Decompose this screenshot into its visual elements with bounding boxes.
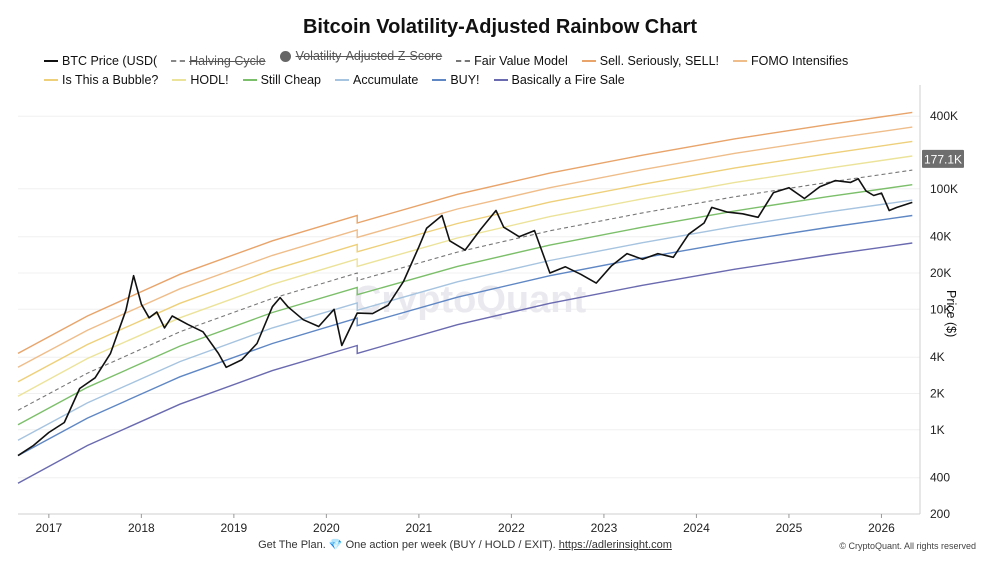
x-tick-label: 2017 bbox=[35, 521, 62, 535]
legend-item-halving-cycle[interactable]: Halving Cycle bbox=[171, 53, 266, 69]
legend-label: Still Cheap bbox=[260, 72, 322, 87]
y-tick-labels: 200 400 1K 2K 4K 10K 20K 40K 100K 400K bbox=[930, 109, 958, 521]
grid-lines bbox=[18, 115, 920, 515]
legend-swatch-icon bbox=[44, 59, 58, 62]
legend-item-buy[interactable]: BUY! bbox=[432, 72, 480, 88]
legend-swatch-icon bbox=[733, 59, 748, 62]
legend-swatch-icon bbox=[432, 78, 447, 81]
y-tick-label: 20K bbox=[930, 266, 951, 280]
legend-item-fomo-intensifies[interactable]: FOMO Intensifies bbox=[733, 53, 848, 69]
legend-label: Volatility-Adjusted Z-Score bbox=[295, 49, 443, 63]
band-accumulate bbox=[17, 199, 913, 441]
y-tick-label: 100K bbox=[930, 182, 958, 196]
x-tick-label: 2023 bbox=[591, 521, 618, 535]
legend-label: Fair Value Model bbox=[474, 53, 568, 68]
band-hodl bbox=[17, 155, 913, 397]
current-value-box bbox=[922, 149, 964, 168]
legend-label: BUY! bbox=[450, 72, 480, 87]
legend-label: FOMO Intensifies bbox=[751, 53, 849, 68]
legend-label: Halving Cycle bbox=[189, 53, 266, 68]
legend-item-btc-price-usd[interactable]: BTC Price (USD( bbox=[44, 53, 157, 69]
legend-item-sell-seriously-sell[interactable]: Sell. Seriously, SELL! bbox=[581, 53, 720, 69]
legend-label: Sell. Seriously, SELL! bbox=[599, 53, 720, 68]
x-tick-label: 2021 bbox=[406, 521, 433, 535]
y-tick-label: 1K bbox=[930, 423, 945, 437]
legend-item-accumulate[interactable]: Accumulate bbox=[335, 72, 418, 88]
legend: BTC Price (USD( Halving Cycle Volatility-A… bbox=[44, 48, 974, 88]
current-value-badge: 177.1K bbox=[922, 149, 964, 168]
legend-label: HODL! bbox=[190, 72, 229, 87]
legend-item-fair-value-model[interactable]: Fair Value Model bbox=[456, 53, 568, 69]
x-tick-label: 2024 bbox=[683, 521, 710, 535]
legend-swatch-icon bbox=[581, 59, 596, 62]
band-fomo-intensifies bbox=[17, 126, 913, 368]
y-tick-label: 2K bbox=[930, 386, 945, 400]
legend-label: Is This a Bubble? bbox=[62, 72, 159, 87]
x-tick-label: 2025 bbox=[776, 521, 803, 535]
chart-title: Bitcoin Volatility-Adjusted Rainbow Char… bbox=[302, 16, 698, 38]
band-sell-seriously-sell bbox=[17, 111, 913, 355]
x-tick-labels: 2017 2018 2019 2020 2021 2022 2023 2024 2025 2026 bbox=[35, 514, 895, 535]
legend-swatch-icon bbox=[242, 78, 257, 81]
band-fair-value-model bbox=[17, 169, 913, 411]
legend-label: Accumulate bbox=[353, 72, 419, 87]
footer: Get The Plan. 💎 One action per week (BUY… bbox=[0, 538, 930, 551]
footer-text: Get The Plan. 💎 One action per week (BUY… bbox=[258, 539, 556, 551]
legend-item-still-cheap[interactable]: Still Cheap bbox=[242, 72, 322, 88]
y-tick-label: 400 bbox=[930, 471, 950, 485]
copyright: © CryptoQuant. All rights reserved bbox=[839, 541, 976, 551]
band-is-this-a-bubble bbox=[17, 140, 913, 383]
y-tick-label: 200 bbox=[930, 507, 950, 521]
legend-label: Basically a Fire Sale bbox=[511, 72, 625, 87]
legend-item-volatility-adjusted-z-score[interactable]: Volatility-Adjusted Z-Score bbox=[279, 48, 443, 64]
x-tick-label: 2019 bbox=[221, 521, 248, 535]
current-value-label: 177.1K bbox=[924, 152, 962, 166]
y-tick-label: 10K bbox=[930, 302, 951, 316]
legend-item-hodl[interactable]: HODL! bbox=[172, 72, 229, 88]
y-axis-label: Price ($) bbox=[944, 290, 958, 338]
x-tick-label: 2018 bbox=[128, 521, 155, 535]
btc-price-line bbox=[17, 178, 913, 457]
legend-item-is-this-a-bubble[interactable]: Is This a Bubble? bbox=[44, 72, 158, 88]
legend-swatch-icon bbox=[456, 59, 471, 62]
y-tick-label: 40K bbox=[930, 230, 951, 244]
band-basically-a-fire-sale bbox=[17, 242, 913, 484]
legend-item-basically-a-fire-sale[interactable]: Basically a Fire Sale bbox=[493, 72, 625, 88]
footer-link[interactable]: https://adlerinsight.com bbox=[558, 539, 672, 551]
legend-swatch-icon bbox=[44, 78, 58, 81]
y-tick-label: 400K bbox=[930, 109, 958, 123]
legend-dot-icon bbox=[279, 50, 291, 62]
legend-swatch-icon bbox=[172, 78, 187, 81]
x-tick-label: 2022 bbox=[498, 521, 525, 535]
legend-swatch-icon bbox=[335, 78, 350, 81]
rainbow-bands bbox=[17, 111, 913, 484]
legend-label: BTC Price (USD( bbox=[62, 53, 158, 68]
x-tick-label: 2026 bbox=[868, 521, 895, 535]
x-tick-label: 2020 bbox=[313, 521, 340, 535]
legend-swatch-icon bbox=[493, 78, 508, 81]
y-tick-label: 4K bbox=[930, 350, 945, 364]
band-buy bbox=[17, 214, 913, 457]
band-still-cheap bbox=[17, 184, 913, 426]
legend-swatch-icon bbox=[171, 59, 186, 62]
